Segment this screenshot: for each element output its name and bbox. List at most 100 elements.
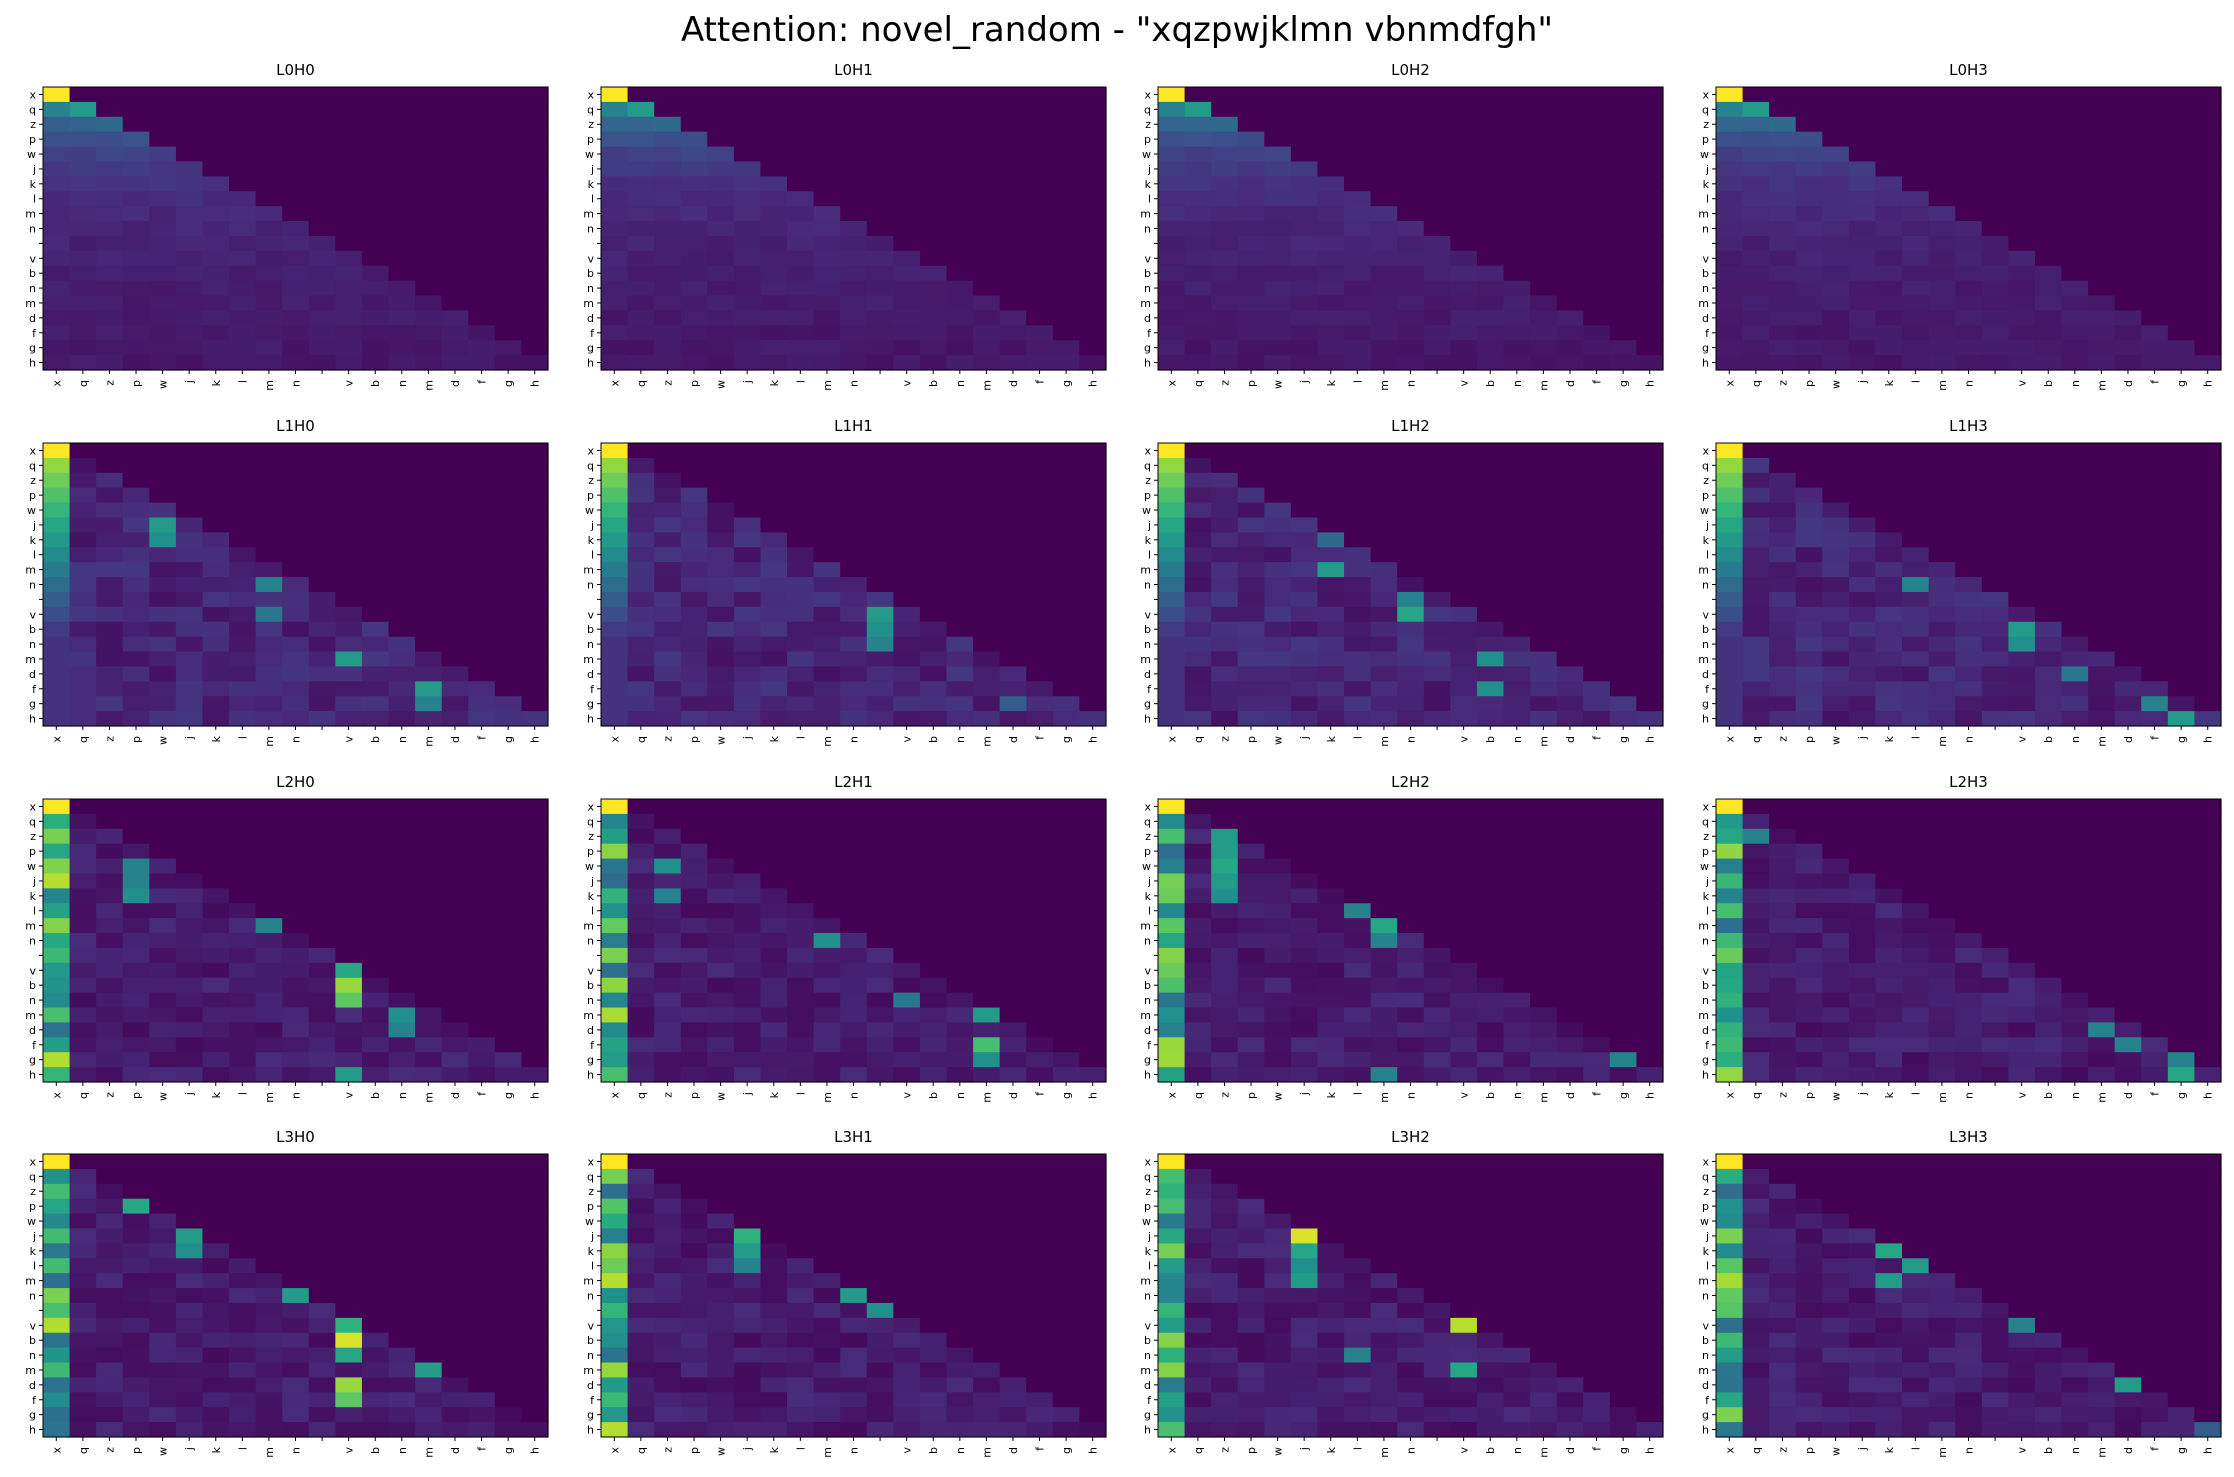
heatmap-cell (229, 977, 257, 994)
heatmap-cell (973, 977, 1001, 994)
heatmap-cell (707, 116, 735, 133)
heatmap-cell (229, 265, 257, 282)
y-tick-label: k (588, 178, 595, 191)
heatmap-cell (361, 457, 390, 474)
heatmap-cell (468, 606, 496, 623)
heatmap-cell (1503, 947, 1531, 964)
heatmap-cell (1955, 340, 1983, 356)
heatmap-cell (43, 355, 71, 371)
heatmap-cell (680, 221, 708, 237)
heatmap-cell (1397, 457, 1425, 474)
heatmap-cell (175, 280, 204, 297)
heatmap-cell (1583, 532, 1611, 548)
heatmap-cell (1344, 813, 1372, 830)
heatmap-cell (813, 696, 841, 712)
heatmap-cell (96, 355, 124, 371)
heatmap-cell (1158, 666, 1186, 682)
heatmap-cell (999, 711, 1027, 727)
heatmap-cell (1344, 977, 1372, 994)
heatmap-cell (919, 828, 948, 845)
heatmap-cell (1742, 310, 1770, 326)
heatmap-cell (1211, 651, 1239, 668)
heatmap-cell (1530, 1052, 1558, 1068)
heatmap-cell (255, 681, 283, 697)
heatmap-cell (787, 250, 815, 267)
heatmap-cell (149, 265, 177, 282)
heatmap-cell (1902, 457, 1930, 474)
heatmap-cell (866, 101, 894, 118)
heatmap-cell (1609, 918, 1638, 934)
heatmap-cell (1158, 711, 1186, 727)
heatmap-cell (2088, 651, 2116, 668)
heatmap-cell (2141, 843, 2169, 860)
heatmap-cell (1344, 681, 1372, 697)
heatmap-cell (1769, 176, 1797, 192)
heatmap-cell (1158, 206, 1186, 222)
heatmap-cell (733, 1067, 762, 1083)
heatmap-cell (335, 250, 363, 267)
heatmap-cell (1476, 562, 1505, 578)
heatmap-cell (893, 828, 921, 845)
heatmap-cell (1556, 340, 1584, 356)
heatmap-cell (601, 295, 629, 312)
heatmap-cell (1264, 666, 1292, 682)
heatmap-cell (654, 235, 682, 252)
heatmap-cell (1370, 472, 1398, 489)
heatmap-cell (441, 636, 469, 653)
heatmap-cell (1397, 547, 1425, 563)
heatmap-cell (96, 1052, 124, 1068)
heatmap-cell (69, 176, 97, 192)
heatmap-cell (1848, 340, 1877, 356)
heatmap-cell (149, 340, 177, 356)
heatmap-cell (733, 636, 762, 653)
heatmap-cell (308, 472, 336, 489)
heatmap-cell (468, 161, 496, 177)
heatmap-cell (787, 502, 815, 519)
heatmap-cell (654, 221, 682, 237)
heatmap-cell (1052, 280, 1081, 297)
heatmap-cell (1769, 918, 1797, 934)
heatmap-cell (813, 295, 841, 312)
heatmap-cell (96, 116, 124, 133)
heatmap-cell (1769, 101, 1797, 118)
heatmap-cell (335, 1022, 363, 1038)
heatmap-cell (1026, 873, 1054, 889)
heatmap-cell (1450, 310, 1478, 326)
x-tick-label: n (396, 736, 409, 743)
heatmap-cell (1397, 532, 1425, 548)
heatmap-cell (1583, 873, 1611, 889)
heatmap-cell (866, 161, 894, 177)
y-tick-label: n (587, 994, 594, 1007)
heatmap-cell (149, 443, 177, 459)
heatmap-cell (1264, 606, 1292, 623)
heatmap-cell (1184, 1052, 1212, 1068)
heatmap-cell (787, 1037, 815, 1053)
x-tick-label: h (529, 736, 542, 743)
heatmap-cell (96, 843, 124, 860)
heatmap-cell (415, 547, 443, 563)
heatmap-cell (1264, 813, 1292, 830)
heatmap-cell (1609, 651, 1638, 668)
y-tick-label: f (1147, 327, 1152, 340)
heatmap-cell (1955, 206, 1983, 222)
heatmap-cell (2008, 591, 2036, 608)
heatmap-cell (1795, 651, 1823, 668)
heatmap-cell (999, 176, 1027, 192)
heatmap-cell (1822, 532, 1850, 548)
heatmap-cell (149, 858, 177, 875)
x-tick-label: f (476, 1091, 489, 1096)
heatmap-cell (1476, 101, 1505, 118)
heatmap-cell (1902, 666, 1930, 682)
heatmap-cell (69, 116, 97, 133)
heatmap-cell (43, 591, 71, 608)
heatmap-cell (813, 918, 841, 934)
heatmap-cell (813, 977, 841, 994)
heatmap-cell (1583, 487, 1611, 504)
y-tick-label: q (1144, 815, 1151, 828)
heatmap-cell (1184, 696, 1212, 712)
x-tick-label: q (1750, 380, 1763, 387)
heatmap-cell (361, 1022, 390, 1038)
heatmap-cell (1370, 131, 1398, 148)
heatmap-cell (1158, 191, 1186, 207)
heatmap-cell (1822, 206, 1850, 222)
